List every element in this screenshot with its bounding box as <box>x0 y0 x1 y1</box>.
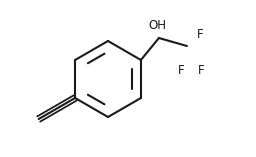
Text: F: F <box>198 64 204 77</box>
Text: F: F <box>197 27 204 41</box>
Text: OH: OH <box>148 19 166 32</box>
Text: F: F <box>178 64 184 77</box>
